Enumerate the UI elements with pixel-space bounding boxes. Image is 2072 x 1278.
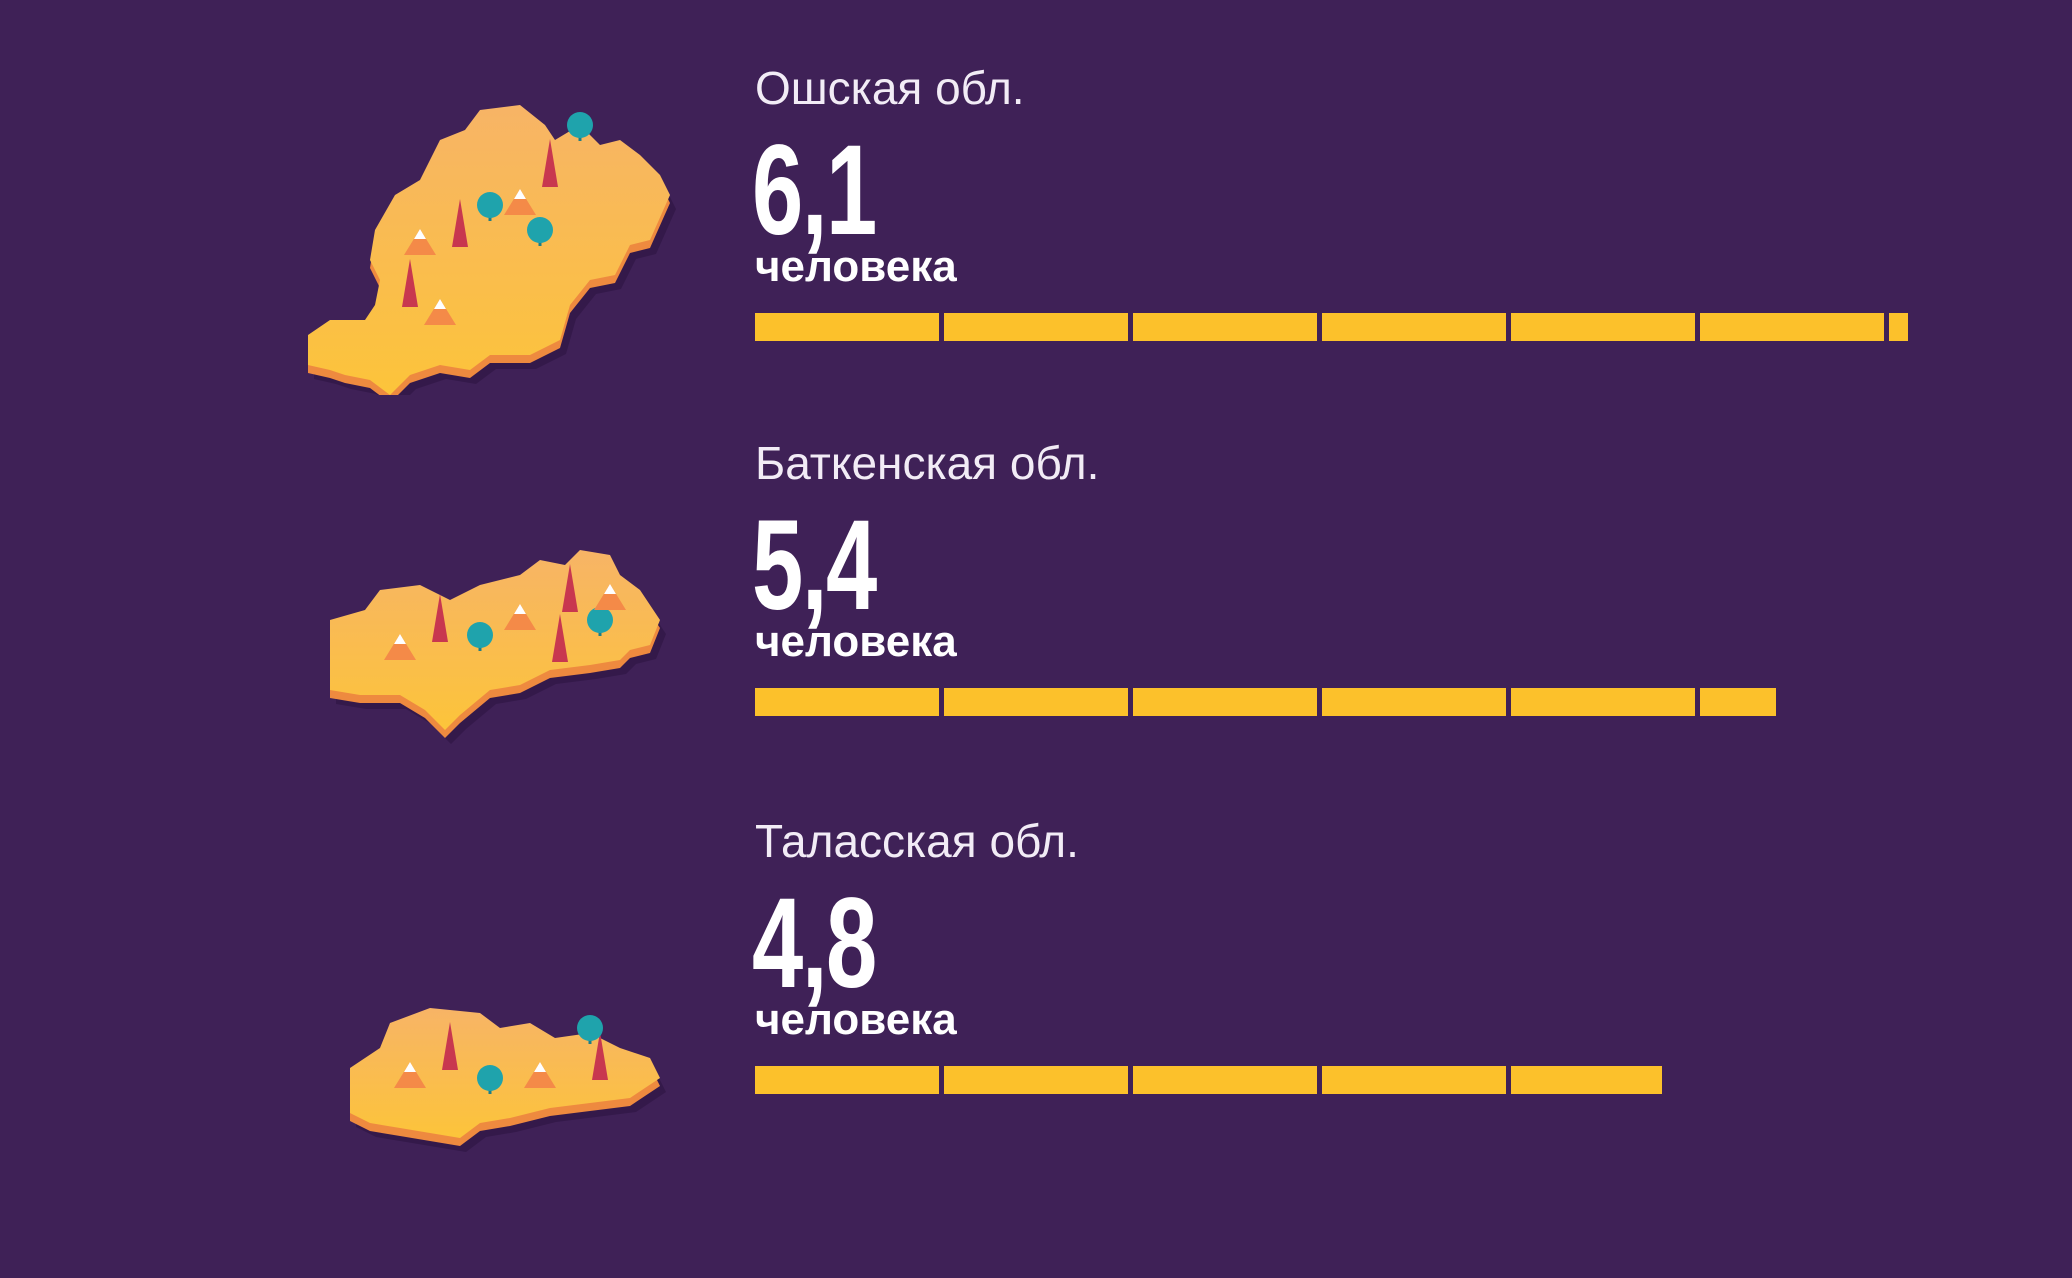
bar-segment-partial	[1511, 1066, 1663, 1094]
region-row: Баткенская обл. 5,4 человека	[0, 430, 2072, 810]
unit-label: человека	[755, 242, 957, 291]
bar-segment	[755, 688, 939, 716]
bar-segment	[1511, 313, 1695, 341]
pine-tree-icon	[542, 139, 558, 187]
data-label-value: 4,8	[752, 872, 877, 1015]
pine-tree-icon	[432, 594, 448, 642]
bar-segment	[1322, 688, 1506, 716]
bar-segment	[1133, 688, 1317, 716]
pine-tree-icon	[402, 259, 418, 307]
region-map-icon	[330, 550, 666, 744]
bar-segment	[755, 313, 939, 341]
region-row: Ошская обл. 6,1 человека	[0, 55, 2072, 435]
bar-segment	[944, 688, 1128, 716]
mountain-icon	[594, 584, 626, 610]
region-name: Баткенская обл.	[755, 437, 1100, 489]
infographic: Ошская обл. 6,1 человека Баткенская обл. 5,4…	[0, 55, 2072, 1152]
mountain-icon	[504, 189, 536, 215]
mountain-icon	[504, 604, 536, 630]
bar-segment	[1511, 688, 1695, 716]
bar	[755, 1066, 1955, 1094]
snow-cap-icon	[514, 189, 526, 199]
bar-segment	[1700, 313, 1884, 341]
bar-segment	[1133, 313, 1317, 341]
bar	[755, 688, 1955, 716]
snow-cap-icon	[604, 584, 616, 594]
round-tree-icon	[587, 607, 613, 633]
data-label-value: 6,1	[752, 119, 877, 262]
map-surface	[308, 105, 670, 395]
mountain-icon	[384, 634, 416, 660]
pine-tree-icon	[442, 1022, 458, 1070]
round-tree-icon	[527, 217, 553, 243]
map-surface	[350, 1008, 660, 1138]
bar-segment-partial	[1889, 313, 1908, 341]
bar-segment	[755, 1066, 939, 1094]
data-label-value: 5,4	[752, 494, 877, 637]
pine-tree-icon	[552, 614, 568, 662]
map-surface	[330, 550, 660, 730]
pine-tree-icon	[562, 564, 578, 612]
round-tree-icon	[577, 1015, 603, 1041]
region-row: Таласская обл. 4,8 человека	[0, 808, 2072, 1188]
snow-cap-icon	[534, 1062, 546, 1072]
mountain-icon	[404, 229, 436, 255]
bar-segment	[1322, 1066, 1506, 1094]
pine-tree-icon	[592, 1032, 608, 1080]
round-tree-icon	[467, 622, 493, 648]
bar-segment	[944, 313, 1128, 341]
region-map-icon	[308, 105, 676, 395]
mountain-icon	[394, 1062, 426, 1088]
bar-segment	[944, 1066, 1128, 1094]
round-tree-icon	[567, 112, 593, 138]
region-name: Ошская обл.	[755, 62, 1025, 114]
snow-cap-icon	[414, 229, 426, 239]
mountain-icon	[524, 1062, 556, 1088]
snow-cap-icon	[514, 604, 526, 614]
bar-segment-partial	[1700, 688, 1776, 716]
bar	[755, 313, 1955, 341]
unit-label: человека	[755, 617, 957, 666]
round-tree-icon	[477, 192, 503, 218]
bar-segment	[1322, 313, 1506, 341]
unit-label: человека	[755, 995, 957, 1044]
mountain-icon	[424, 299, 456, 325]
region-name: Таласская обл.	[755, 815, 1079, 867]
snow-cap-icon	[404, 1062, 416, 1072]
snow-cap-icon	[434, 299, 446, 309]
snow-cap-icon	[394, 634, 406, 644]
region-map-icon	[350, 1008, 666, 1152]
pine-tree-icon	[452, 199, 468, 247]
bar-segment	[1133, 1066, 1317, 1094]
round-tree-icon	[477, 1065, 503, 1091]
